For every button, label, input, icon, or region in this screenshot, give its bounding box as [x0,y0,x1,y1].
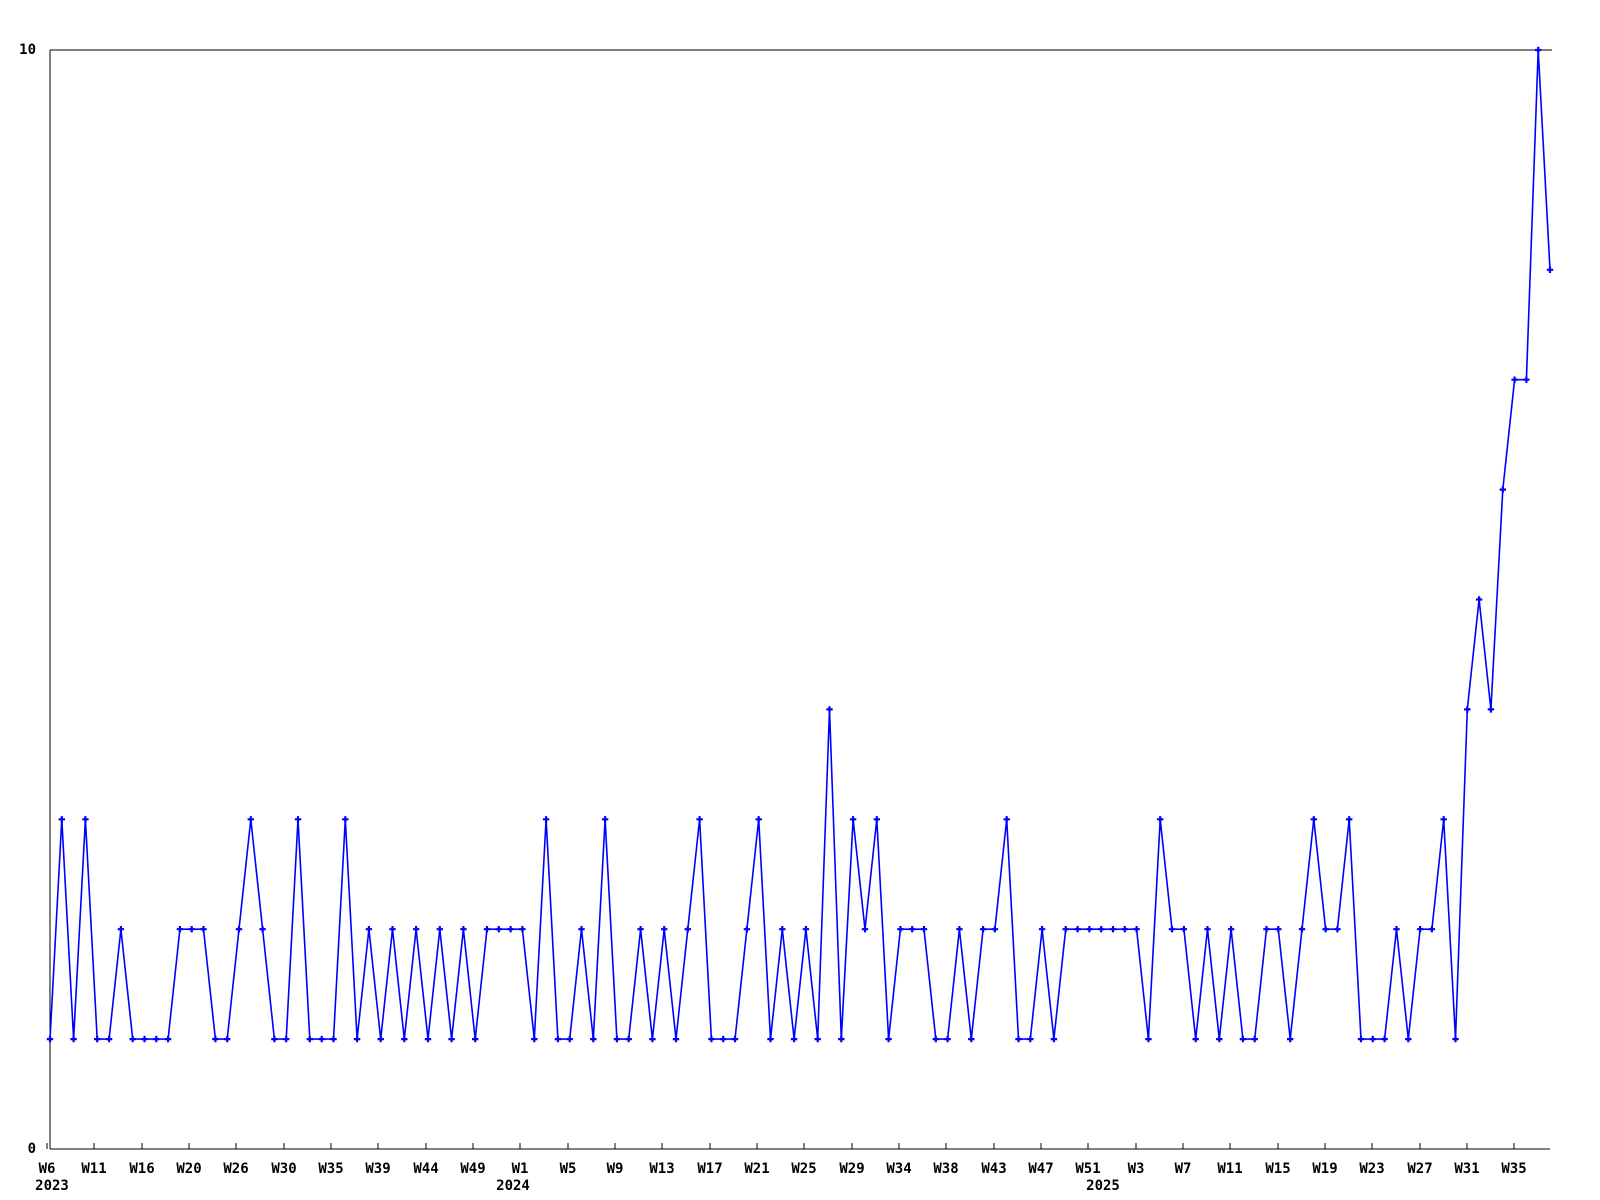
x-tick-label: W1 [512,1161,529,1177]
x-tick-label: W11 [1217,1161,1242,1177]
x-tick-label: W29 [839,1161,864,1177]
x-tick-label: W43 [981,1161,1006,1177]
x-tick-label: W16 [129,1161,154,1177]
x-tick-label: W47 [1028,1161,1053,1177]
x-tick-label: W21 [744,1161,769,1177]
x-tick-label: W6 [39,1161,56,1177]
x-tick-label: W17 [697,1161,722,1177]
x-tick-label: W35 [318,1161,343,1177]
x-tick-label: W13 [649,1161,674,1177]
x-tick-label: W39 [365,1161,390,1177]
y-axis-label-max: 10 [19,42,36,58]
x-tick-label: W27 [1407,1161,1432,1177]
x-tick-label: W49 [460,1161,485,1177]
x-tick-label: W34 [886,1161,911,1177]
x-tick-label: W23 [1359,1161,1384,1177]
x-tick-label: W38 [933,1161,958,1177]
x-tick-label: W15 [1265,1161,1290,1177]
x-tick-label: W7 [1175,1161,1192,1177]
x-tick-label: W9 [607,1161,624,1177]
x-year-label: 2023 [35,1178,69,1194]
y-axis-label-min: 0 [27,1141,36,1157]
x-year-label: 2024 [496,1178,530,1194]
plot-border [49,49,1552,1150]
axis-ticks [46,49,1515,1150]
x-tick-label: W30 [271,1161,296,1177]
x-tick-label: W20 [176,1161,201,1177]
x-tick-label: W25 [791,1161,816,1177]
x-tick-label: W19 [1312,1161,1337,1177]
data-point-markers [46,46,1554,1043]
data-line [49,49,1551,1040]
x-tick-label: W5 [560,1161,577,1177]
x-year-label: 2025 [1086,1178,1120,1194]
x-tick-label: W31 [1454,1161,1479,1177]
x-tick-label: W3 [1128,1161,1145,1177]
x-tick-label: W44 [413,1161,438,1177]
x-tick-label: W35 [1501,1161,1526,1177]
x-tick-label: W26 [223,1161,248,1177]
x-tick-label: W51 [1075,1161,1100,1177]
x-tick-label: W11 [81,1161,106,1177]
